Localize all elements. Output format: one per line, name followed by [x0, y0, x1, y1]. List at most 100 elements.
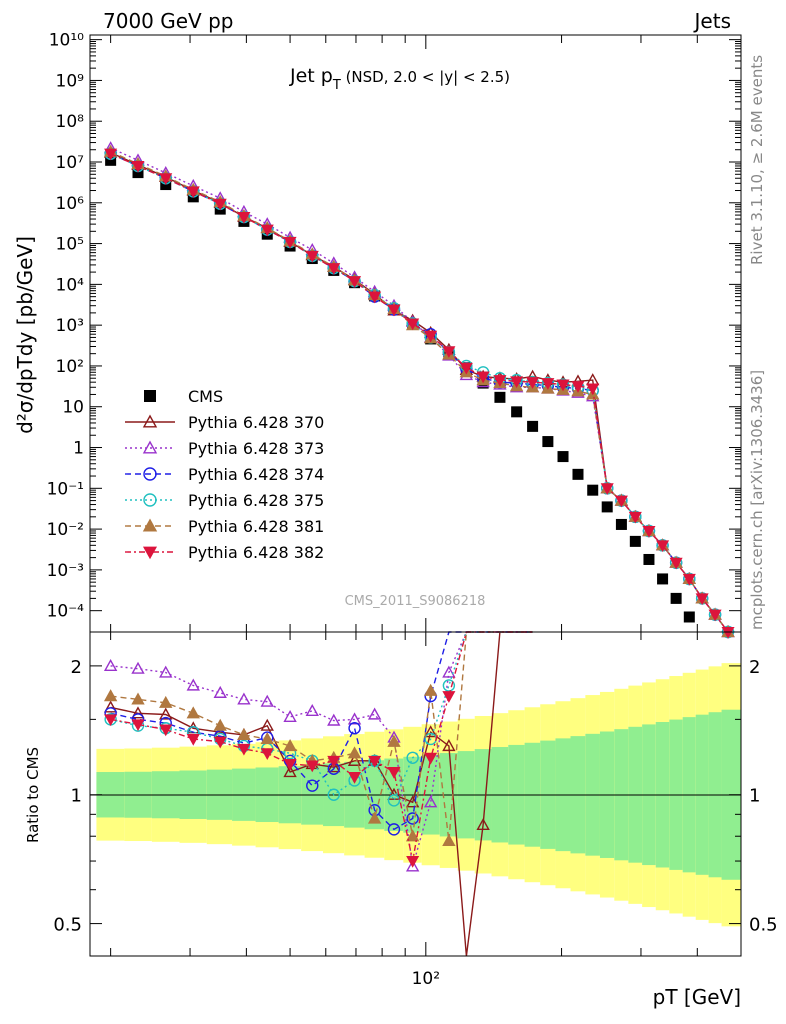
ratio-data-point — [423, 725, 438, 738]
main-y-tick-label: 10⁹ — [56, 71, 85, 91]
ratio-data-point — [405, 829, 420, 842]
main-data-point — [283, 236, 297, 249]
ratio-data-point — [367, 707, 382, 720]
main-data-point — [104, 148, 118, 161]
ratio-data-point — [476, 818, 490, 831]
main-data-point — [406, 318, 420, 331]
ratio-data-point — [237, 692, 251, 705]
main-data-point — [670, 592, 682, 604]
main-y-axis-label: d²σ/dpTdy [pb/GeV] — [13, 236, 37, 434]
main-data-point — [387, 304, 401, 317]
main-data-point — [526, 377, 540, 389]
main-data-point — [587, 484, 599, 496]
ratio-data-point — [260, 748, 274, 760]
main-data-point — [213, 198, 227, 211]
ratio-y-tick-label: 1 — [749, 786, 760, 807]
ratio-data-point — [159, 707, 173, 720]
ratio-data-point — [406, 856, 420, 868]
ratio-data-point — [103, 700, 118, 713]
header-left-title: 7000 GeV pp — [103, 9, 234, 33]
main-data-point — [186, 186, 200, 199]
ratio-data-point — [442, 665, 456, 678]
ratio-data-point — [387, 767, 401, 779]
ratio-data-point — [347, 746, 362, 759]
rivet-label: Rivet 3.1.10, ≥ 2.6M events — [748, 55, 766, 265]
main-data-point — [368, 291, 382, 304]
ratio-data-point — [213, 718, 227, 731]
ratio-data-point — [442, 679, 456, 692]
ratio-data-point — [368, 755, 382, 768]
legend-entry: Pythia 6.428 375 — [125, 491, 324, 510]
ratio-data-point — [387, 823, 401, 836]
main-data-point — [510, 376, 524, 389]
ratio-y-tick-label: 0.5 — [749, 915, 778, 936]
ratio-data-point — [327, 713, 341, 726]
main-y-tick-label: 10⁻¹ — [47, 479, 84, 499]
main-data-point — [556, 379, 570, 392]
ratio-y-tick-label: 2 — [71, 657, 82, 678]
main-data-point — [656, 540, 670, 553]
ratio-data-point — [423, 795, 438, 808]
ratio-data-point — [186, 706, 200, 719]
ratio-data-point — [305, 703, 319, 716]
legend-entry: Pythia 6.428 381 — [125, 517, 324, 536]
ratio-data-point — [260, 732, 274, 745]
main-data-point — [131, 160, 145, 173]
ratio-data-point — [159, 724, 173, 737]
ratio-data-point — [213, 736, 227, 749]
main-data-point — [586, 383, 600, 396]
main-data-point — [511, 406, 523, 418]
legend-label: Pythia 6.428 381 — [188, 517, 324, 536]
ratio-data-point — [186, 733, 200, 746]
legend-entry: Pythia 6.428 373 — [125, 439, 324, 458]
ratio-data-point — [305, 760, 319, 773]
main-data-point — [642, 525, 656, 538]
main-data-point — [572, 468, 584, 480]
x-tick-label: 10² — [412, 969, 440, 989]
main-data-layer — [103, 141, 735, 639]
main-panel: 10⁻⁴ 10⁻³ 10⁻² 10⁻¹ 1 10 10² 10³ 10⁴ 10⁵ 10⁶ 10⁷ 10⁸… — [47, 31, 742, 639]
main-data-point — [629, 535, 641, 547]
legend-marker — [143, 467, 157, 481]
analysis-watermark: CMS_2011_S9086218 — [345, 594, 486, 609]
main-y-tick-label: 10⁶ — [56, 194, 85, 214]
legend-label: Pythia 6.428 374 — [188, 465, 324, 484]
main-data-point — [669, 557, 683, 570]
legend-label: Pythia 6.428 370 — [188, 413, 324, 432]
ratio-data-point — [387, 794, 401, 807]
main-data-point — [493, 375, 507, 387]
legend-label: Pythia 6.428 375 — [188, 491, 324, 510]
main-data-point — [614, 495, 628, 508]
legend-label: Pythia 6.428 382 — [188, 543, 324, 562]
ratio-data-point — [283, 709, 297, 723]
main-frame — [89, 34, 742, 633]
main-y-tick-label: 10⁸ — [56, 112, 85, 132]
ratio-series-5 — [104, 631, 533, 868]
main-data-point — [348, 276, 362, 288]
main-chart-title: Jet pT (NSD, 2.0 < |y| < 2.5) — [289, 65, 510, 93]
ratio-data-point — [306, 779, 319, 792]
main-data-point — [476, 371, 490, 384]
legend: CMS Pythia 6.428 370 Pythia 6.428 373 Pythi… — [125, 387, 324, 562]
main-series-6 — [104, 148, 735, 639]
ratio-data-point — [131, 692, 145, 705]
ratio-data-point — [406, 812, 419, 825]
ratio-data-point — [405, 795, 420, 808]
ratio-data-point — [347, 712, 362, 725]
ratio-axes: 10² 0.5 0.5 1 1 2 2 — [53, 632, 778, 989]
legend-marker — [144, 390, 156, 402]
ratio-data-point — [423, 683, 438, 696]
main-y-tick-label: 10⁷ — [56, 153, 85, 173]
ratio-data-point — [283, 765, 297, 778]
ratio-data-point — [103, 658, 118, 671]
main-data-point — [615, 518, 627, 530]
main-data-point — [542, 436, 554, 448]
ratio-y-tick-label: 0.5 — [53, 915, 82, 936]
legend-marker — [142, 546, 158, 560]
ratio-data-point — [237, 743, 251, 756]
ratio-data-point — [442, 833, 456, 847]
main-data-point — [695, 593, 709, 606]
legend-marker — [142, 440, 158, 454]
ratio-data-point — [213, 685, 227, 698]
